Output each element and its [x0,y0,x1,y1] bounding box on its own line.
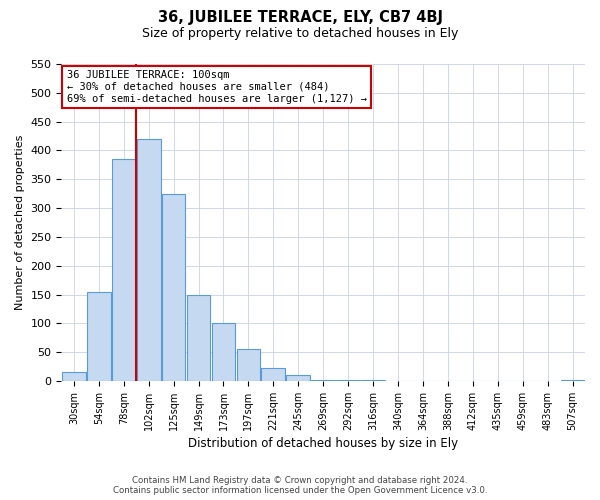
Text: Contains HM Land Registry data © Crown copyright and database right 2024.
Contai: Contains HM Land Registry data © Crown c… [113,476,487,495]
Text: 36, JUBILEE TERRACE, ELY, CB7 4BJ: 36, JUBILEE TERRACE, ELY, CB7 4BJ [157,10,443,25]
Bar [62,372,86,381]
Y-axis label: Number of detached properties: Number of detached properties [15,135,25,310]
Bar [137,139,161,381]
Bar [187,294,211,381]
Bar [112,159,136,381]
Bar [336,380,360,381]
Bar [162,194,185,381]
Bar [311,380,335,381]
Bar [286,375,310,381]
Bar [560,380,584,381]
Bar [87,292,110,381]
Text: Size of property relative to detached houses in Ely: Size of property relative to detached ho… [142,28,458,40]
Bar [212,324,235,381]
Bar [236,350,260,381]
Bar [361,380,385,381]
Bar [262,368,285,381]
X-axis label: Distribution of detached houses by size in Ely: Distribution of detached houses by size … [188,437,458,450]
Text: 36 JUBILEE TERRACE: 100sqm
← 30% of detached houses are smaller (484)
69% of sem: 36 JUBILEE TERRACE: 100sqm ← 30% of deta… [67,70,367,104]
